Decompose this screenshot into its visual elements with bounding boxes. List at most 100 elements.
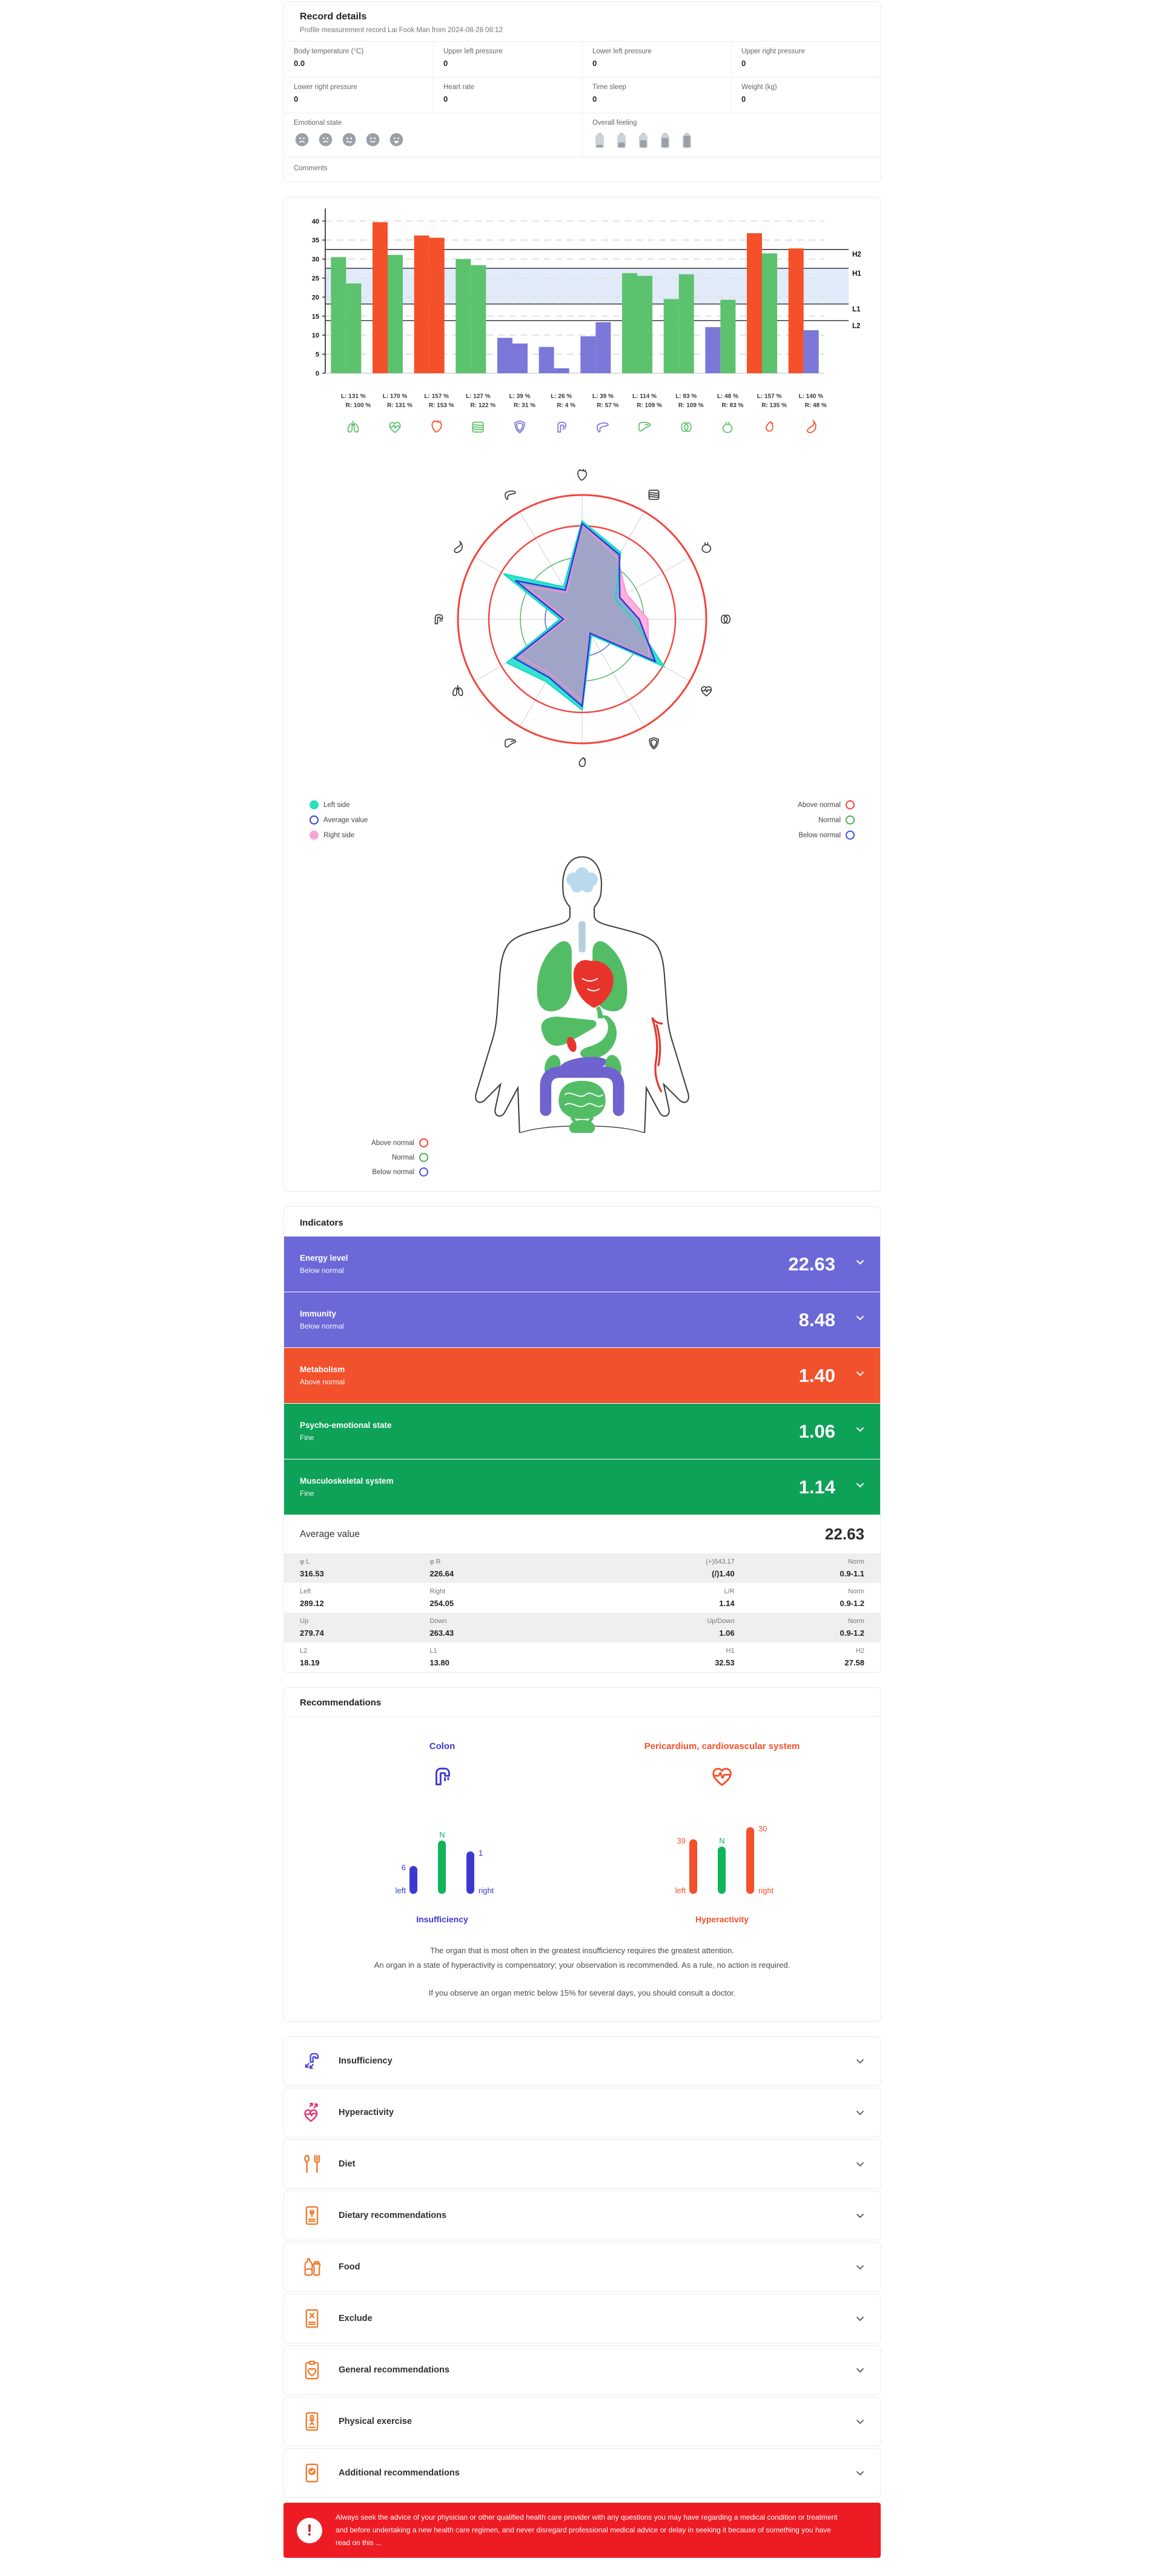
battery-icon-1[interactable] — [592, 131, 607, 150]
accordion-food[interactable]: Food — [283, 2242, 881, 2292]
chevron-down-icon[interactable] — [856, 2419, 864, 2425]
charts-card: 0 5 10 15 20 25 30 35 40 H2 H1 L1 L2 L: 131 % R: 100 … — [283, 197, 881, 1192]
accordion-physical-exercise[interactable]: Physical exercise — [283, 2397, 881, 2447]
legend-label: Above normal — [798, 801, 841, 809]
metrics-cell: Norm 0.9-1.1 — [735, 1558, 864, 1578]
metrics-cell: L1 13.80 — [429, 1647, 582, 1667]
indicator-row-immunity[interactable]: Immunity Below normal 8.48 — [284, 1292, 880, 1348]
legend-swatch — [846, 831, 855, 840]
metrics-cell: φ L 316.53 — [300, 1558, 429, 1578]
emotion-face-icon-2[interactable] — [317, 131, 334, 148]
left-percent-label: L: 157 % — [424, 393, 449, 400]
overall-feeling-rating[interactable] — [592, 131, 870, 150]
accordion-diet[interactable]: Diet — [283, 2139, 881, 2189]
comments-label: Comments — [294, 165, 328, 172]
heart-axis-icon — [578, 470, 586, 480]
accordion-additional-recommendations[interactable]: Additional recommendations — [283, 2448, 881, 2498]
accordion-insufficiency[interactable]: Insufficiency — [283, 2036, 881, 2086]
indicator-row-metabolism[interactable]: Metabolism Above normal 1.40 — [284, 1348, 880, 1404]
metrics-table-row: Up 279.74 Down 263.43 Up/Down 1.06 Norm 0.9-1.2 — [284, 1613, 880, 1642]
trachea — [578, 921, 586, 952]
chevron-down-icon[interactable] — [856, 2162, 864, 2167]
svg-text:L1: L1 — [852, 306, 861, 313]
chevron-down-icon[interactable] — [856, 2110, 864, 2116]
organ-recommendations: Colon 6 N 1 left right Insufficiency Pericardiu… — [284, 1717, 880, 1928]
chevron-down-icon[interactable] — [856, 1371, 864, 1376]
metrics-cell-value: 0.9-1.2 — [840, 1599, 864, 1608]
metrics-table-row: L2 18.19 L1 13.80 H1 32.53 H2 27.58 — [284, 1642, 880, 1672]
bar-right-colon — [554, 368, 569, 373]
bar-left-liver — [622, 273, 637, 373]
metrics-cell-label: Norm — [848, 1588, 864, 1595]
chevron-down-icon[interactable] — [856, 2368, 864, 2373]
chevron-down-icon[interactable] — [856, 2471, 864, 2476]
record-field: Upper right pressure 0 — [731, 41, 880, 77]
chevron-down-icon[interactable] — [856, 2213, 864, 2219]
recommendation-accordions: Insufficiency Hyperactivity Diet Dietary re… — [283, 2036, 881, 2498]
battery-icon-5[interactable] — [680, 131, 694, 150]
metrics-cell: Norm 0.9-1.2 — [735, 1618, 864, 1638]
emotion-face-icon-4[interactable] — [365, 131, 381, 148]
left-percent-label: L: 157 % — [757, 393, 782, 400]
accordion-dietary-recommendations[interactable]: Dietary recommendations — [283, 2191, 881, 2241]
legend-swatch — [310, 815, 319, 825]
record-field-label: Heart rate — [443, 84, 475, 91]
organ-recommendation-colon: Colon 6 N 1 left right Insufficiency — [309, 1741, 575, 1924]
kidneys-axis-icon — [721, 615, 730, 623]
indicator-status: Above normal — [300, 1378, 345, 1386]
emotion-face-icon-5[interactable] — [388, 131, 405, 148]
emotion-face-icon-1[interactable] — [294, 131, 310, 148]
record-field-label: Upper right pressure — [741, 48, 805, 55]
chevron-down-icon[interactable] — [856, 1315, 864, 1321]
indicator-row-musculoskeletal-system[interactable]: Musculoskeletal system Fine 1.14 — [284, 1459, 880, 1515]
accordion-label: Food — [339, 2262, 360, 2272]
chevron-down-icon[interactable] — [856, 1427, 864, 1432]
organ-column-intestine: L: 127 % R: 122 % — [457, 392, 499, 439]
metrics-cell-value: 226.64 — [429, 1569, 454, 1578]
indicator-row-energy-level[interactable]: Energy level Below normal 22.63 — [284, 1237, 880, 1292]
organ-mini-chart: 39 N 30 left right — [649, 1804, 795, 1908]
accordion-hyperactivity[interactable]: Hyperactivity — [283, 2088, 881, 2138]
bar-left-pericardium — [373, 222, 388, 373]
legend-swatch — [419, 1167, 428, 1177]
chevron-down-icon[interactable] — [856, 1482, 864, 1488]
metrics-cell-value: 289.12 — [300, 1599, 324, 1608]
metrics-cell-value: 27.58 — [844, 1658, 864, 1667]
comments-field[interactable]: Comments — [284, 157, 880, 182]
chevron-down-icon[interactable] — [856, 2059, 864, 2064]
right-percent-label: R: 100 % — [345, 402, 371, 409]
indicator-value: 1.14 — [798, 1476, 835, 1498]
doc-cutlery-icon — [300, 2203, 324, 2228]
right-percent-label: R: 109 % — [637, 402, 662, 409]
chevron-down-icon[interactable] — [856, 2316, 864, 2322]
legend-item: Left side — [310, 800, 368, 809]
liver-organ — [541, 1016, 597, 1046]
emotional-state-rating[interactable] — [294, 131, 572, 148]
organ-labels-row: L: 131 % R: 100 % L: 170 % R: 131 % L: 157 %… — [333, 392, 832, 439]
organ-name: Colon — [429, 1741, 456, 1751]
pancreas-axis-icon — [505, 491, 515, 499]
legend-label: Left side — [323, 801, 350, 809]
small-intestine-organ — [558, 1081, 606, 1120]
indicators-title: Indicators — [300, 1218, 343, 1228]
chevron-down-icon[interactable] — [856, 2265, 864, 2270]
battery-icon-2[interactable] — [614, 131, 629, 150]
spacer — [308, 1973, 856, 1986]
metrics-cell: Norm 0.9-1.2 — [735, 1588, 864, 1608]
colon-axis-icon — [436, 615, 443, 624]
indicator-text: Psycho-emotional state Fine — [300, 1421, 392, 1442]
battery-icon-4[interactable] — [658, 131, 672, 150]
emotion-face-icon-3[interactable] — [341, 131, 357, 148]
right-percent-label: R: 31 % — [513, 402, 536, 409]
metrics-cell-label: Up — [300, 1618, 309, 1625]
food-icon — [300, 2255, 324, 2279]
accordion-general-recommendations[interactable]: General recommendations — [283, 2345, 881, 2395]
accordion-exclude[interactable]: Exclude — [283, 2294, 881, 2344]
right-percent-label: R: 109 % — [678, 402, 704, 409]
lungs-icon — [345, 419, 362, 436]
metrics-cell-label: Right — [429, 1588, 446, 1595]
chevron-down-icon[interactable] — [856, 1260, 864, 1265]
battery-icon-3[interactable] — [636, 131, 651, 150]
indicator-row-psycho-emotional-state[interactable]: Psycho-emotional state Fine 1.06 — [284, 1404, 880, 1459]
metrics-cell-label: (+)543.17 — [706, 1558, 735, 1565]
